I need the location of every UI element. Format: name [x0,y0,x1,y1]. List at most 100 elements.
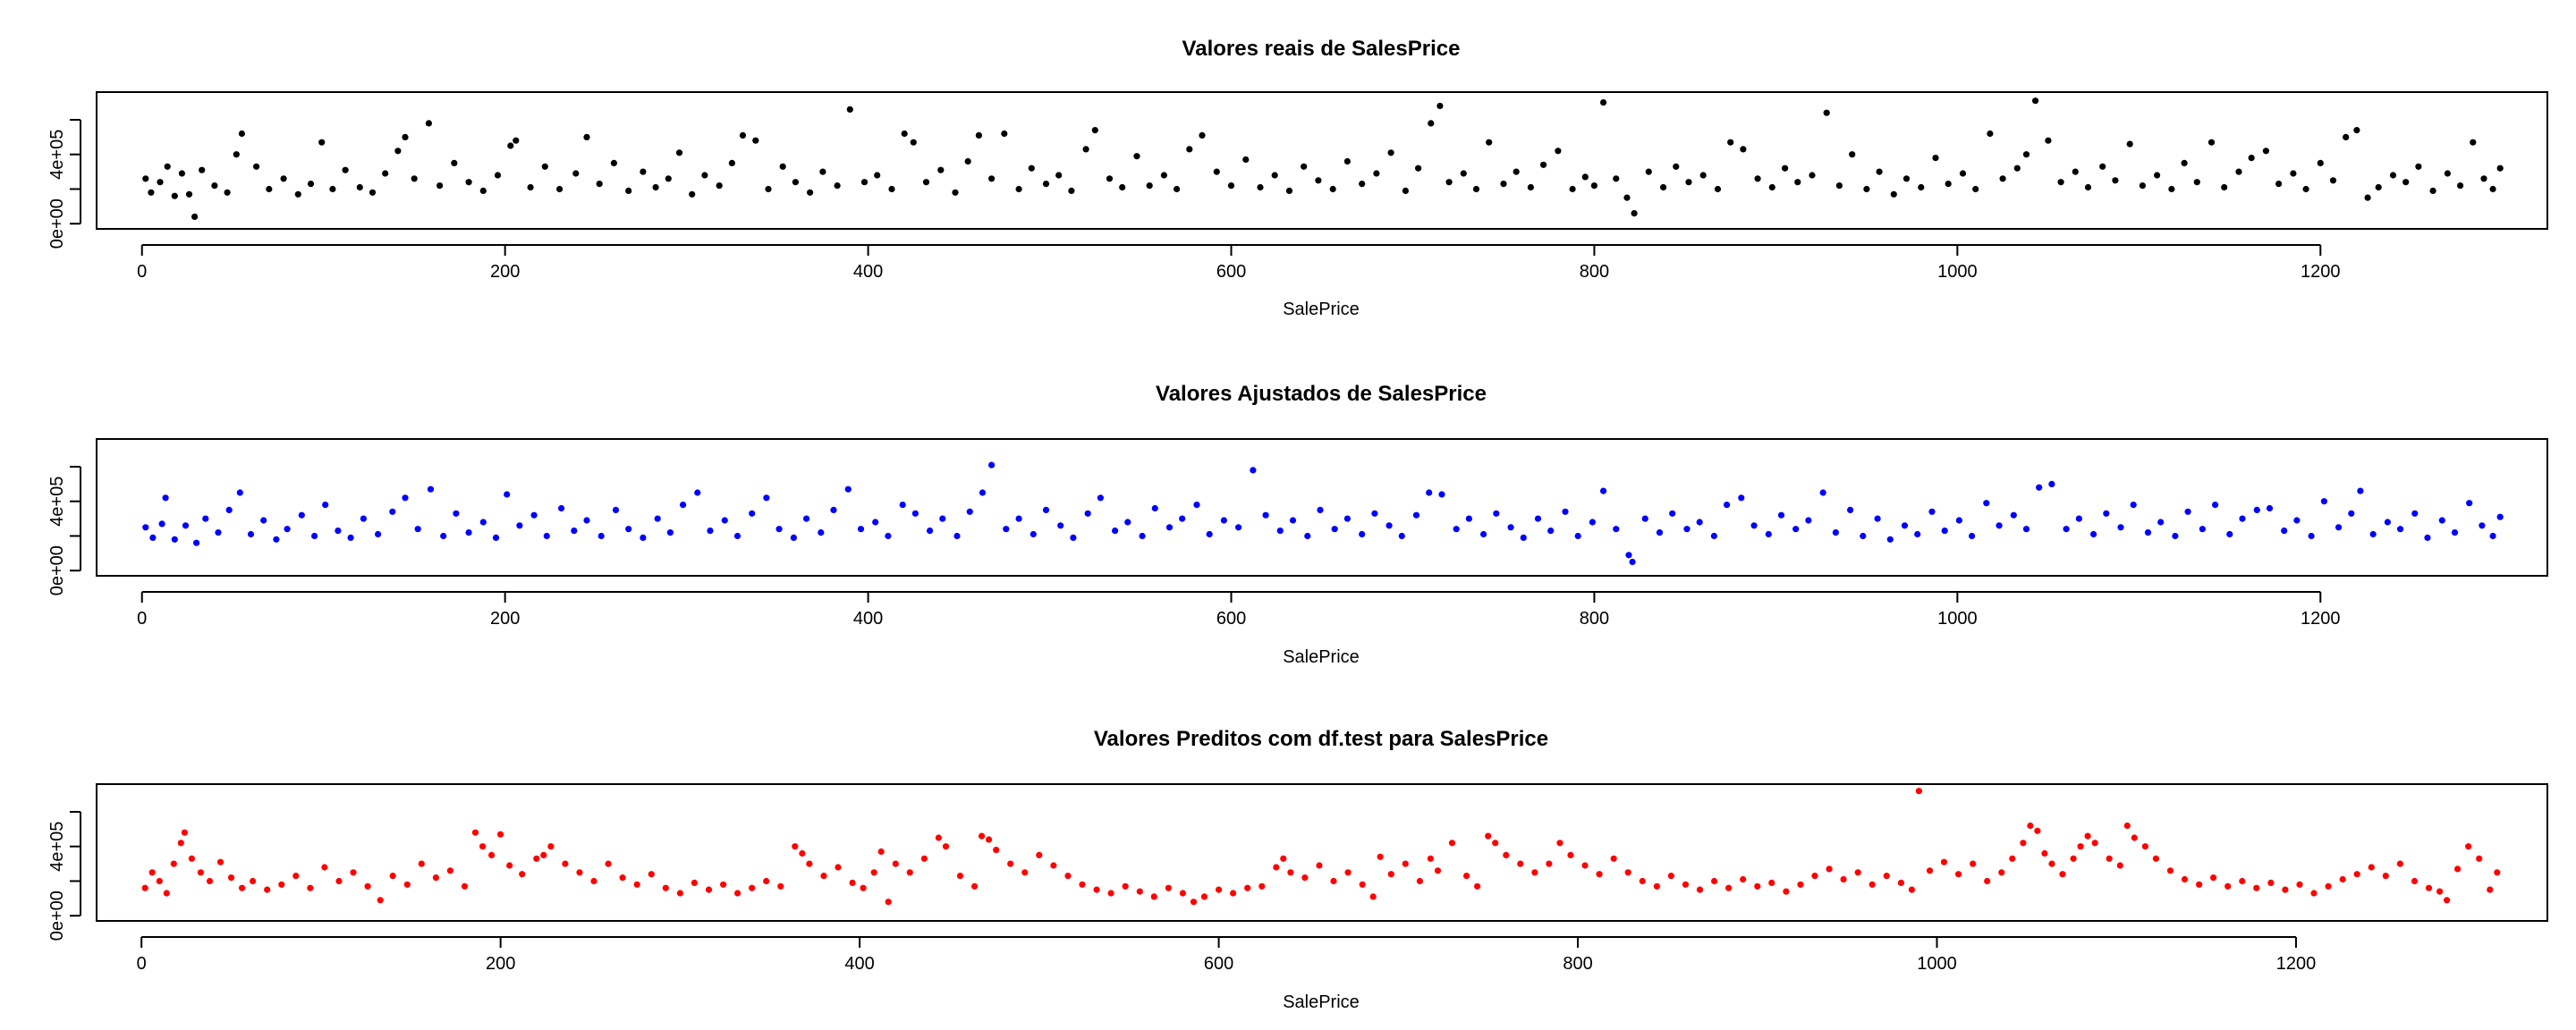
data-point [1453,526,1460,533]
data-point [870,869,877,876]
x-tick-label: 400 [844,954,874,974]
panel-predicted: Valores Preditos com df.test para SalesP… [47,727,2548,1012]
chart-title: Valores reais de SalesPrice [1182,37,1461,61]
data-point [1897,879,1904,887]
data-point [728,159,736,166]
data-point [1940,858,1948,865]
data-point [2072,168,2079,175]
data-point [1574,532,1581,540]
data-point [1849,151,1856,158]
data-point [1874,515,1881,522]
x-tick-label: 800 [1580,262,1609,282]
data-point [1280,855,1287,862]
data-point [2020,840,2027,847]
data-point [1373,170,1380,177]
data-point [507,142,514,149]
data-point [2465,843,2472,850]
data-point [541,163,548,170]
data-point [1387,149,1394,156]
data-point [1819,489,1826,496]
data-point [1030,530,1037,538]
x-tick-label: 0 [137,609,147,629]
data-point [1227,182,1235,190]
data-point [2048,860,2055,867]
data-point [939,515,946,522]
data-point [1883,873,1890,880]
data-point [1438,491,1445,498]
data-point [721,517,728,524]
data-point [1371,510,1378,517]
data-point [1641,515,1648,522]
data-point [191,213,199,220]
data-point [2308,532,2315,540]
data-point [1271,172,1278,179]
data-point [2415,163,2422,170]
data-points [141,788,2501,906]
data-point [1021,869,1029,876]
data-point [1699,172,1707,179]
data-point [665,175,672,182]
data-point [1868,881,1876,888]
data-point [1472,185,1480,193]
data-point [1317,506,1324,514]
data-point [1783,888,1790,895]
data-point [1273,864,1280,871]
data-point [1003,526,1010,533]
data-point [2496,165,2504,172]
data-point [1914,530,1921,538]
data-point [2424,534,2431,542]
data-point [1983,500,1990,507]
data-point [2027,822,2034,830]
data-point [2339,875,2346,883]
data-point [556,185,564,193]
data-point [547,843,555,850]
data-point [1886,536,1894,543]
data-point [1344,869,1352,876]
data-point [1998,869,2005,876]
data-point [2429,187,2436,194]
x-tick-label: 600 [1216,609,1246,629]
data-point [1015,185,1022,193]
data-point [596,181,603,188]
data-point [494,172,502,179]
data-point [2013,165,2021,172]
data-point [253,163,260,170]
data-point [846,106,853,113]
data-point [1740,146,1747,153]
data-point [2353,871,2360,878]
data-point [2411,510,2419,517]
x-axis: 0 200 400 600 800 1000 1200 [137,591,2341,629]
data-point [1093,886,1100,893]
data-point [402,133,409,140]
data-point [225,506,233,514]
data-point [1427,855,1434,862]
data-point [2494,869,2501,876]
data-point [1710,532,1717,540]
data-point [236,489,243,496]
data-point [2487,886,2494,893]
data-point [2084,183,2092,191]
data-point [403,881,411,888]
data-point [360,515,367,522]
data-point [369,189,377,196]
data-point [1301,874,1309,882]
y-tick-label: 4e+05 [47,822,67,872]
data-point [2275,181,2283,188]
data-point [1667,873,1674,880]
data-point [1257,183,1264,191]
x-axis-label: SalePrice [1283,992,1360,1012]
data-point [479,843,487,850]
data-point [2253,506,2260,514]
data-point [2184,508,2191,515]
data-point [2103,510,2110,517]
data-point [605,860,612,867]
data-point [488,851,496,859]
data-point [1165,884,1172,891]
data-point [540,851,547,859]
data-point [389,873,396,880]
data-point [777,882,784,890]
data-point [1683,526,1690,533]
data-point [1645,168,1652,175]
data-point [1190,899,1198,906]
data-point [188,855,195,862]
